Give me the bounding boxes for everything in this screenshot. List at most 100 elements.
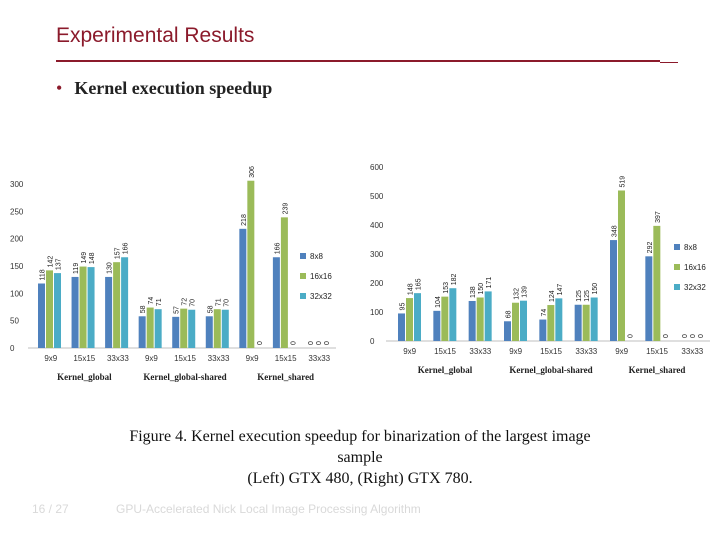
left-data-label: 70	[223, 299, 230, 307]
left-y-tick-label: 150	[10, 262, 24, 271]
left-category-label: 9x9	[44, 354, 57, 363]
left-data-label: 0	[324, 341, 331, 345]
right-data-label: 182	[451, 273, 458, 285]
left-data-label: 74	[148, 297, 155, 305]
right-bar	[484, 291, 492, 341]
left-group-label: Kernel_global	[57, 372, 112, 382]
left-data-label: 157	[115, 247, 122, 259]
footer-title: GPU-Accelerated Nick Local Image Process…	[116, 502, 421, 516]
right-y-tick-label: 200	[370, 279, 384, 288]
right-legend-swatch	[674, 244, 680, 250]
left-data-label: 71	[215, 298, 222, 306]
left-legend-swatch	[300, 273, 306, 279]
right-data-label: 95	[400, 303, 407, 311]
left-data-label: 0	[316, 341, 323, 345]
right-legend-label: 32x32	[684, 283, 706, 292]
right-bar	[555, 298, 563, 341]
left-data-label: 57	[174, 306, 181, 314]
left-legend-label: 32x32	[310, 292, 332, 301]
right-data-label: 397	[655, 211, 662, 223]
left-data-label: 142	[48, 256, 55, 268]
right-bar	[398, 313, 405, 341]
left-bar	[272, 257, 280, 348]
right-data-label: 519	[620, 176, 627, 188]
right-bar	[512, 302, 519, 341]
left-data-label: 58	[140, 305, 147, 313]
title-divider	[56, 60, 660, 62]
right-group-label: Kernel_global	[418, 365, 473, 375]
right-bar	[468, 300, 476, 341]
caption-line-2: sample	[337, 449, 383, 466]
right-bar	[582, 304, 590, 341]
caption-line-1: Figure 4. Kernel execution speedup for b…	[129, 428, 591, 445]
right-legend-swatch	[674, 284, 680, 290]
left-legend-swatch	[300, 253, 306, 259]
left-bar	[280, 217, 288, 348]
left-data-label: 0	[290, 341, 297, 345]
left-category-label: 33x33	[308, 354, 330, 363]
left-data-label: 0	[257, 341, 264, 345]
right-data-label: 292	[647, 242, 654, 254]
right-data-label: 171	[486, 277, 493, 289]
right-data-label: 74	[541, 309, 548, 317]
right-bar	[476, 297, 484, 341]
left-bar	[146, 307, 154, 348]
right-y-tick-label: 600	[370, 163, 384, 172]
right-bar	[520, 300, 527, 341]
left-data-label: 218	[241, 214, 248, 226]
left-data-label: 306	[249, 166, 256, 178]
right-category-label: 15x15	[434, 347, 456, 356]
right-bar	[645, 256, 653, 341]
left-category-label: 15x15	[73, 354, 95, 363]
left-y-tick-label: 250	[10, 207, 24, 216]
right-data-label: 125	[576, 290, 583, 302]
right-y-tick-label: 100	[370, 308, 384, 317]
right-bar	[618, 190, 625, 341]
right-category-label: 33x33	[575, 347, 597, 356]
left-data-label: 166	[123, 242, 130, 254]
right-legend-swatch	[674, 264, 680, 270]
right-data-label: 138	[470, 286, 477, 298]
left-y-tick-label: 50	[10, 317, 19, 326]
figure-caption: Figure 4. Kernel execution speedup for b…	[40, 426, 680, 489]
left-data-label: 58	[207, 305, 214, 313]
right-data-label: 125	[584, 290, 591, 302]
right-category-label: 15x15	[646, 347, 668, 356]
left-group-label: Kernel_shared	[257, 372, 314, 382]
left-bar	[205, 316, 213, 348]
right-data-label: 68	[506, 310, 513, 318]
right-bar	[590, 297, 598, 341]
left-bar	[172, 316, 180, 348]
right-bar	[539, 319, 547, 341]
right-data-label: 104	[435, 296, 442, 308]
right-bar	[574, 304, 582, 341]
right-y-tick-label: 300	[370, 250, 384, 259]
left-data-label: 149	[81, 252, 88, 264]
left-data-label: 119	[73, 263, 80, 274]
left-category-label: 9x9	[246, 354, 259, 363]
right-y-tick-label: 400	[370, 221, 384, 230]
right-legend-label: 8x8	[684, 243, 697, 252]
left-category-label: 9x9	[145, 354, 158, 363]
right-group-label: Kernel_shared	[629, 365, 686, 375]
page-number: 16 / 27	[32, 502, 69, 516]
right-data-label: 165	[416, 278, 423, 290]
right-data-label: 148	[408, 283, 415, 295]
left-data-label: 148	[89, 252, 96, 264]
left-bar	[71, 276, 79, 348]
left-data-label: 137	[56, 258, 63, 270]
right-group-label: Kernel_global-shared	[509, 365, 592, 375]
right-bar	[414, 293, 421, 341]
title-divider-tail	[660, 62, 678, 63]
right-data-label: 150	[478, 283, 485, 295]
right-data-label: 147	[557, 284, 564, 296]
right-bar	[504, 321, 511, 341]
left-data-label: 72	[182, 298, 189, 306]
left-y-tick-label: 200	[10, 235, 24, 244]
left-bar	[239, 228, 247, 348]
left-data-label: 130	[107, 262, 114, 274]
right-bar	[406, 298, 413, 341]
left-bar	[138, 316, 146, 348]
right-data-label: 132	[514, 288, 521, 300]
